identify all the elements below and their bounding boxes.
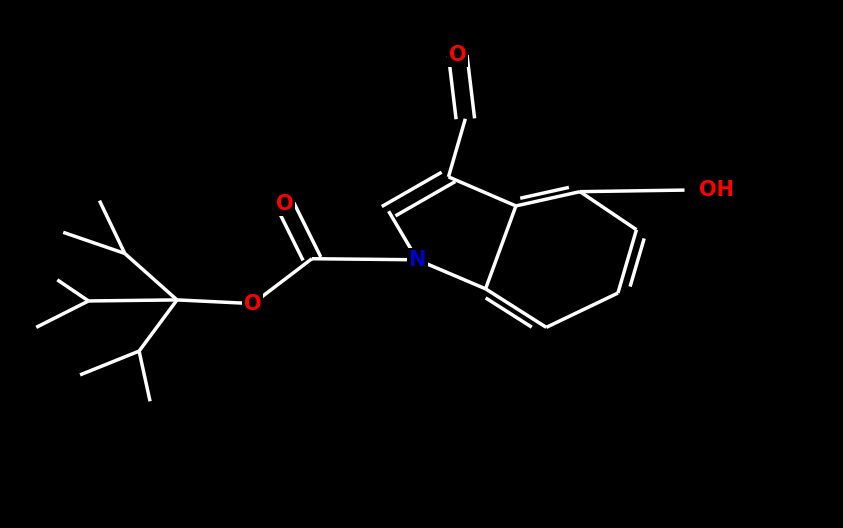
Text: O: O [244, 294, 261, 314]
Text: OH: OH [699, 180, 734, 200]
Text: O: O [449, 45, 466, 65]
Text: O: O [277, 194, 293, 214]
Text: N: N [409, 250, 426, 270]
